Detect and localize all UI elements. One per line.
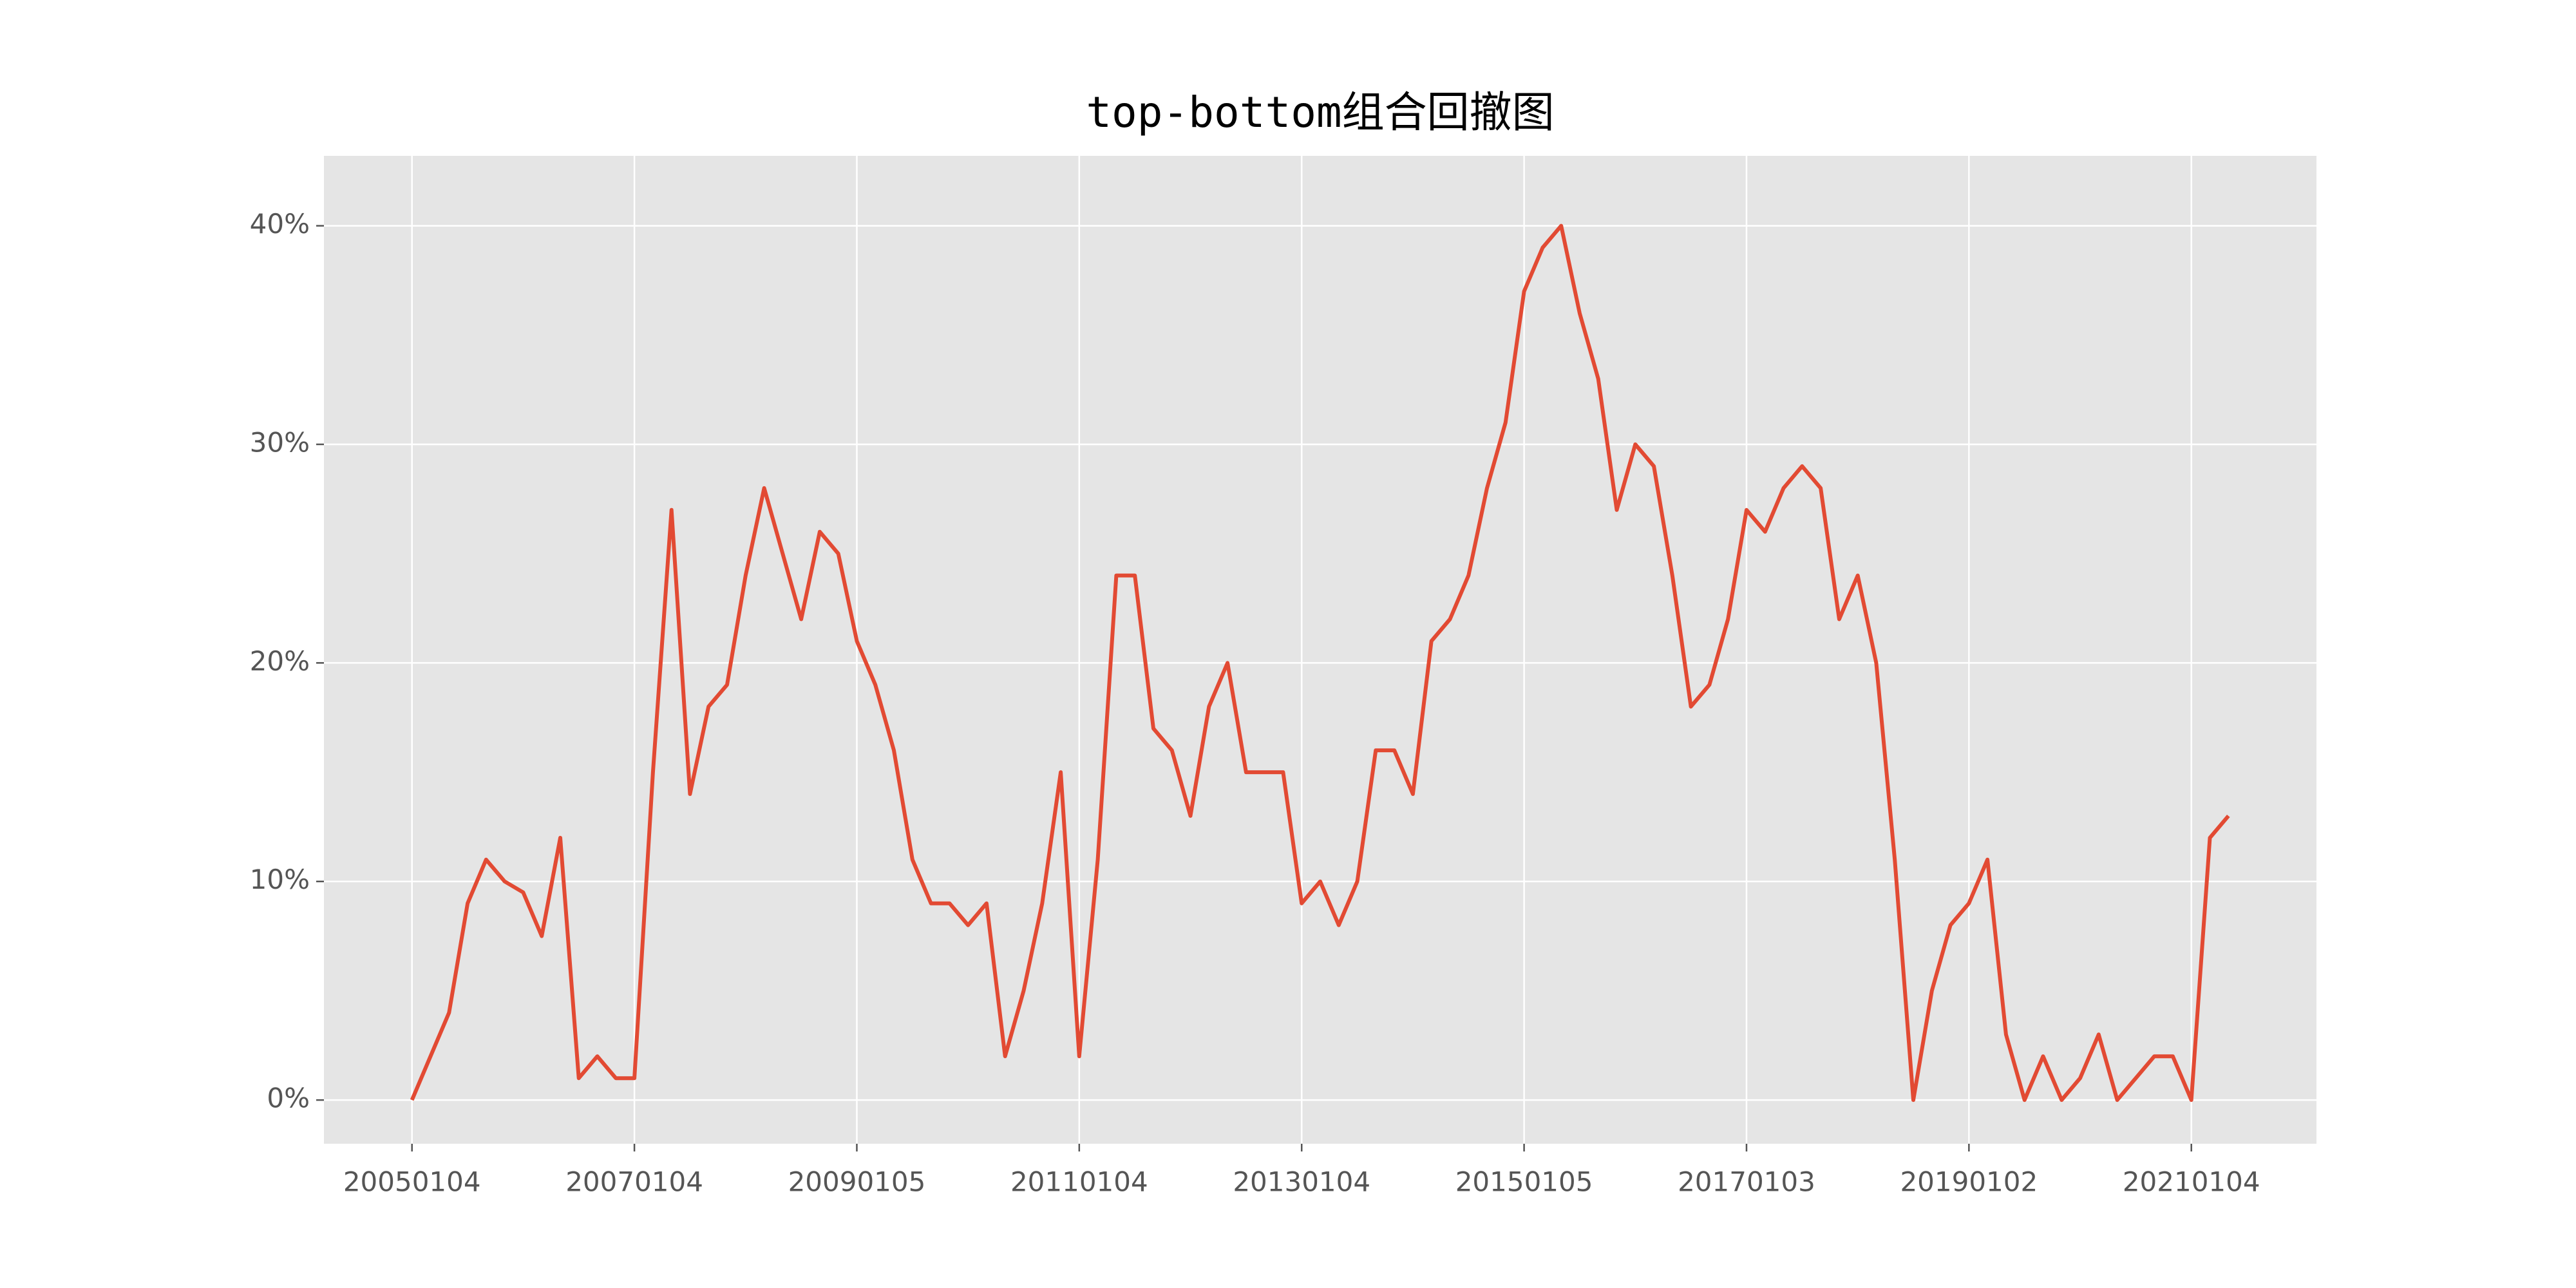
line-series [410, 223, 2230, 1103]
plot-area [324, 156, 2316, 1144]
x-tick-label: 20130104 [1233, 1166, 1370, 1198]
y-tick-label: 30% [250, 426, 310, 458]
y-tick-label: 20% [250, 645, 310, 677]
x-tick-label: 20210104 [2123, 1166, 2260, 1198]
x-tick-label: 20110104 [1010, 1166, 1148, 1198]
y-tick-label: 0% [267, 1083, 310, 1114]
x-tick-label: 20150105 [1455, 1166, 1593, 1198]
x-tick-label: 20090105 [788, 1166, 926, 1198]
y-tick-label: 40% [250, 208, 310, 240]
x-tick-label: 20050104 [343, 1166, 481, 1198]
y-tick-label: 10% [250, 864, 310, 895]
x-tick-label: 20070104 [565, 1166, 703, 1198]
x-tick-label: 20170103 [1678, 1166, 1815, 1198]
chart-title: top-bottom组合回撤图 [1086, 88, 1554, 137]
x-tick-label: 20190102 [1900, 1166, 2038, 1198]
